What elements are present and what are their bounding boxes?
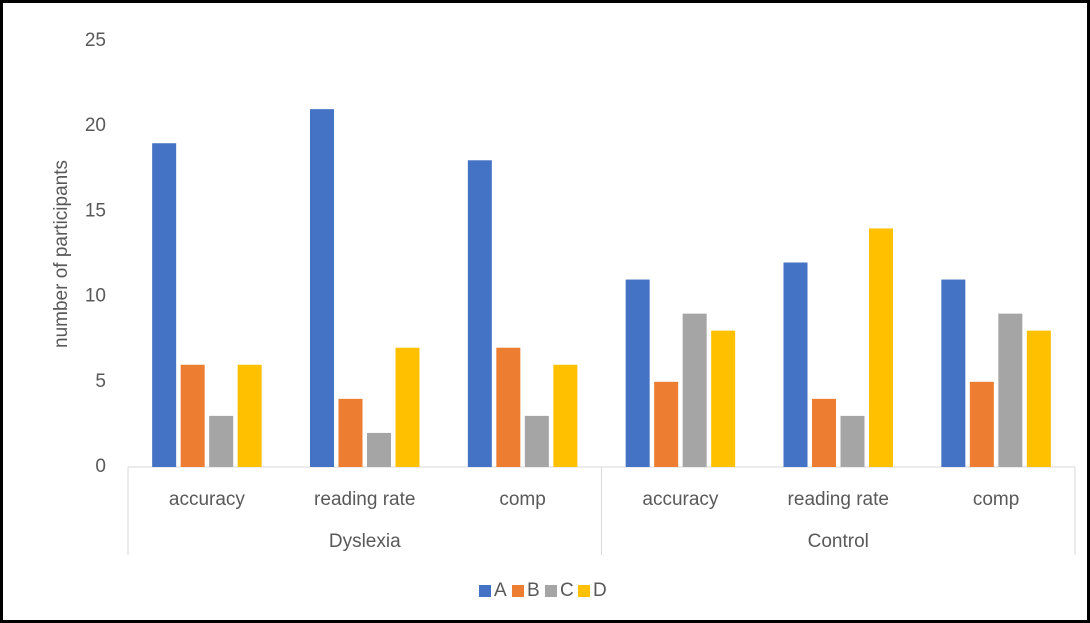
bar	[180, 364, 205, 467]
bar	[209, 415, 234, 467]
legend-swatch	[545, 585, 557, 597]
legend-label: A	[494, 580, 507, 601]
bar	[496, 347, 521, 467]
legend-swatch	[578, 585, 590, 597]
x-tick-label: accuracy	[169, 489, 246, 510]
bar	[467, 160, 492, 467]
legend-swatch	[512, 585, 524, 597]
bar	[869, 228, 893, 467]
bar	[654, 381, 679, 467]
bar	[524, 415, 549, 467]
bar	[998, 313, 1023, 467]
group-label: Dyslexia	[329, 531, 401, 552]
y-tick-label: 25	[85, 30, 106, 51]
bar	[941, 279, 966, 467]
bar	[553, 364, 578, 467]
bar	[840, 415, 865, 467]
bar	[783, 262, 808, 467]
group-label: Control	[808, 531, 869, 552]
x-tick-label: accuracy	[642, 489, 719, 510]
legend-label: D	[593, 580, 607, 601]
bar	[237, 364, 262, 467]
y-tick-label: 0	[95, 456, 106, 477]
bar	[310, 109, 334, 467]
y-tick-label: 15	[85, 200, 106, 221]
x-tick-label: reading rate	[314, 489, 415, 510]
legend-label: B	[527, 580, 540, 601]
legend-swatch	[479, 585, 491, 597]
bar	[812, 398, 836, 467]
bar	[367, 432, 391, 467]
y-tick-label: 5	[95, 371, 106, 392]
legend-label: C	[560, 580, 574, 601]
y-tick-label: 20	[85, 115, 106, 136]
bar	[969, 381, 994, 467]
bar	[682, 313, 707, 467]
y-tick-label: 10	[85, 286, 106, 307]
x-tick-label: comp	[499, 489, 545, 510]
bar	[395, 347, 420, 467]
y-axis-label: number of participants	[51, 160, 72, 348]
x-tick-label: reading rate	[788, 489, 889, 510]
bar	[338, 398, 363, 467]
bar	[152, 143, 177, 468]
bar	[1026, 330, 1051, 467]
bar	[711, 330, 736, 467]
bar	[625, 279, 650, 467]
x-tick-label: comp	[973, 489, 1019, 510]
